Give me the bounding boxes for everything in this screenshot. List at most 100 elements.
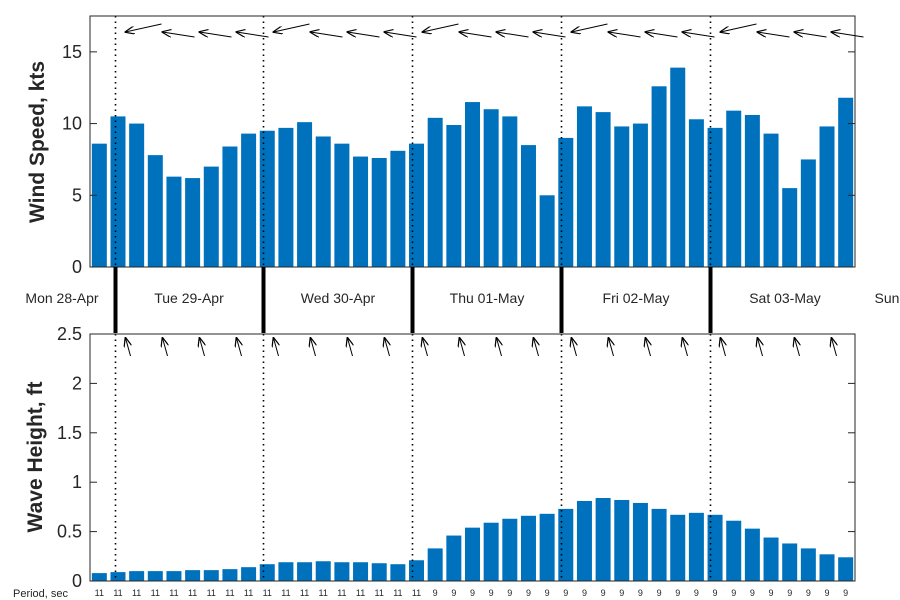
wave-direction-arrow	[423, 338, 428, 357]
wind-direction-arrow	[758, 32, 790, 38]
wave-direction-arrow	[274, 338, 279, 357]
period-value: 9	[489, 588, 494, 598]
wave-direction-arrow	[311, 338, 316, 357]
day-label: Wed 30-Apr	[301, 290, 376, 306]
wind-bar	[651, 86, 667, 267]
wind-y-axis-label: Wind Speed, kts	[26, 61, 49, 223]
wind-bar	[800, 159, 816, 267]
period-value: 11	[319, 588, 328, 598]
wave-height-panel: Wave Height, ft 0 0.5 1 1.5 2 2.5	[24, 324, 856, 591]
wind-speed-panel: Wind Speed, kts 0 5 10 15	[26, 15, 864, 277]
period-value: 11	[263, 588, 272, 598]
wind-bar	[688, 119, 704, 268]
wind-direction-arrow	[832, 32, 864, 38]
period-value: 9	[657, 588, 662, 598]
day-label: Sat 03-May	[749, 290, 821, 306]
wind-bar	[147, 155, 163, 267]
wave-direction-arrow	[460, 338, 465, 357]
wind-bar	[763, 133, 779, 267]
wind-bar	[576, 106, 592, 267]
wind-bar	[129, 123, 145, 267]
period-value: 11	[225, 588, 234, 598]
wind-ytick-label: 5	[72, 185, 82, 205]
wind-bar	[278, 127, 294, 268]
wave-direction-arrow	[795, 338, 800, 357]
wind-direction-arrow	[348, 32, 380, 38]
wind-bar	[838, 97, 854, 267]
period-value: 9	[582, 588, 587, 598]
wind-direction-arrow	[126, 23, 162, 32]
wave-ytick-label: 1	[72, 472, 82, 492]
wind-bar	[427, 117, 443, 267]
wind-direction-arrow	[385, 32, 417, 38]
wave-bar	[278, 562, 294, 581]
wave-ytick-label: 0	[72, 571, 82, 591]
wind-bar	[390, 150, 406, 267]
wave-direction-arrow	[646, 338, 651, 357]
wave-bar	[259, 564, 275, 581]
wave-bar	[595, 498, 611, 581]
wind-bar	[110, 116, 126, 268]
wind-bar	[502, 116, 518, 268]
period-value: 9	[507, 588, 512, 598]
wind-bar	[203, 166, 219, 267]
day-label: Sun	[875, 290, 900, 306]
wind-bar	[222, 146, 238, 267]
wind-bar	[315, 136, 331, 267]
period-value: 11	[151, 588, 160, 598]
wind-direction-arrow	[683, 32, 715, 38]
day-labels-band: Mon 28-Apr Tue 29-Apr Wed 30-Apr Thu 01-May…	[25, 267, 899, 333]
wind-direction-arrow	[646, 32, 678, 38]
wind-bar	[726, 110, 742, 267]
wave-bar	[520, 515, 536, 581]
wave-direction-arrow	[534, 338, 539, 357]
period-value: 9	[787, 588, 792, 598]
wind-bar	[297, 122, 313, 267]
wave-bar	[241, 567, 257, 581]
wave-bar	[203, 570, 219, 581]
wind-direction-arrow	[311, 32, 343, 38]
wind-bar	[241, 133, 257, 267]
wave-bar	[670, 514, 686, 581]
wave-ytick-label: 1.5	[57, 423, 82, 443]
wave-direction-arrow	[348, 338, 353, 357]
wave-bar	[502, 518, 518, 581]
period-value: 9	[545, 588, 550, 598]
wind-direction-arrow	[423, 23, 459, 32]
wind-direction-arrow	[572, 23, 608, 32]
wind-bar	[483, 109, 499, 267]
wave-direction-arrow	[200, 338, 205, 357]
wave-bar	[371, 563, 387, 581]
wind-bar	[614, 126, 630, 267]
wind-direction-arrow	[795, 32, 827, 38]
wave-ytick-label: 0.5	[57, 522, 82, 542]
wave-bar	[147, 571, 163, 581]
period-value: 9	[694, 588, 699, 598]
wave-bar	[91, 573, 107, 581]
wave-bar	[334, 562, 350, 581]
period-value: 9	[433, 588, 438, 598]
wave-bar	[390, 564, 406, 581]
wind-bar	[334, 143, 350, 267]
wind-bar	[259, 130, 275, 267]
wind-bar	[465, 102, 480, 267]
period-value: 11	[412, 588, 421, 598]
wave-bar	[688, 512, 704, 581]
period-value: 9	[843, 588, 848, 598]
period-value: 11	[207, 588, 216, 598]
wind-bar	[520, 145, 536, 267]
period-row: Period, sec 11 11 11 11 11 11 11 11 11 11 11 11 11 11…	[13, 588, 848, 600]
wave-y-axis-label: Wave Height, ft	[24, 382, 47, 533]
day-label: Tue 29-Apr	[154, 290, 224, 306]
wind-bar	[558, 137, 574, 267]
wind-bar	[744, 114, 760, 267]
wave-bar	[409, 560, 425, 581]
day-label: Mon 28-Apr	[25, 290, 98, 306]
wind-ytick-label: 15	[62, 42, 82, 62]
period-value: 11	[356, 588, 365, 598]
wave-axes-frame	[89, 333, 856, 582]
wave-direction-arrow	[237, 338, 242, 357]
wave-direction-arrow	[126, 338, 131, 357]
wave-bar	[707, 514, 723, 581]
wave-direction-arrow	[497, 338, 502, 357]
